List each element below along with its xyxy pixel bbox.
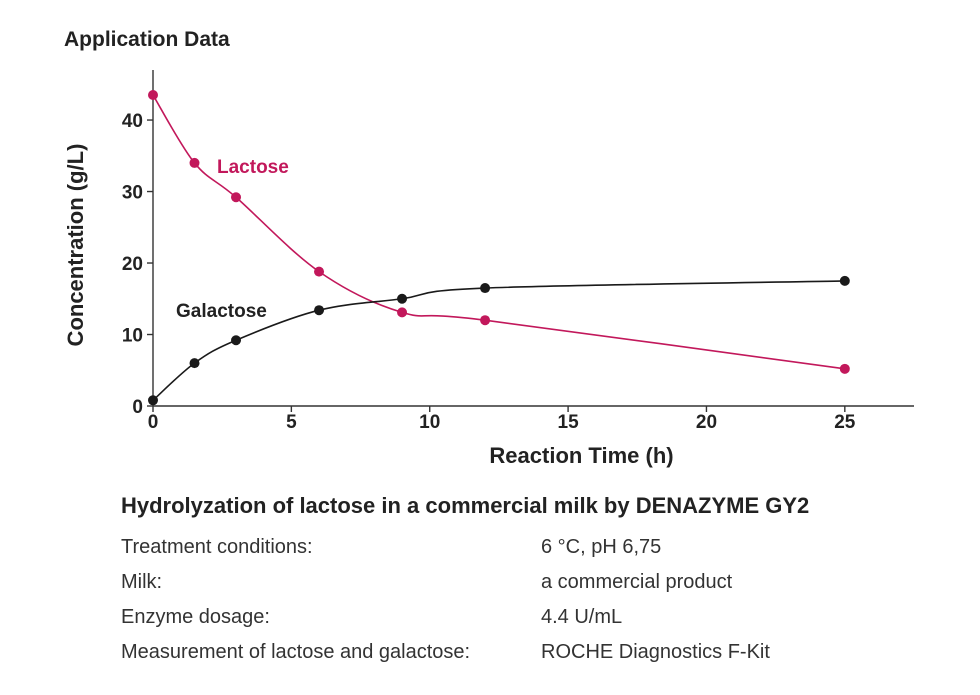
info-label: Milk: (121, 571, 163, 593)
y-tick-label: 20 (122, 254, 143, 275)
data-point-galactose (189, 358, 200, 369)
info-row: Enzyme dosage: 4.4 U/mL (121, 600, 770, 635)
page-title: Application Data (64, 28, 230, 51)
data-point-galactose (148, 395, 158, 406)
info-row: Milk: a commercial product (121, 565, 770, 600)
data-point-galactose (480, 283, 491, 294)
series-label-lactose: Lactose (217, 157, 289, 178)
series-line-lactose (152, 94, 845, 370)
x-axis-label: Reaction Time (h) (489, 443, 673, 468)
y-tick-label: 0 (132, 397, 143, 418)
y-tick-label: 40 (122, 111, 143, 132)
info-value: ROCHE Diagnostics F-Kit (541, 641, 770, 663)
x-tick-label: 10 (419, 412, 440, 433)
x-tick-label: 5 (286, 412, 297, 433)
info-row: Measurement of lactose and galactose: RO… (121, 635, 770, 670)
info-value: a commercial product (541, 571, 733, 593)
info-value: 6 °C, pH 6,75 (541, 536, 662, 558)
data-point-lactose (189, 157, 200, 168)
data-point-galactose (839, 275, 850, 286)
x-tick-label: 15 (558, 412, 580, 433)
info-label: Treatment conditions: (121, 536, 313, 558)
data-point-lactose (397, 307, 408, 318)
data-point-lactose (231, 192, 242, 203)
data-point-galactose (314, 305, 325, 316)
data-point-galactose (231, 335, 242, 346)
info-table: Treatment conditions: 6 °C, pH 6,75 Milk… (121, 530, 770, 670)
data-point-lactose (480, 315, 491, 326)
info-row: Treatment conditions: 6 °C, pH 6,75 (121, 530, 770, 565)
line-chart: 0 5 10 15 20 25 0 10 20 30 40 Reaction Time (h) Conc… (63, 70, 914, 468)
x-tick-label: 25 (834, 412, 856, 433)
data-point-lactose (839, 363, 850, 374)
y-axis-label: Concentration (g/L) (63, 144, 88, 347)
data-point-lactose (314, 266, 325, 277)
y-tick-label: 30 (122, 183, 143, 204)
info-label: Enzyme dosage: (121, 606, 270, 628)
y-tick-label: 10 (122, 326, 143, 347)
info-label: Measurement of lactose and galactose: (121, 641, 471, 663)
chart-caption: Hydrolyzation of lactose in a commercial… (121, 493, 810, 518)
data-point-lactose (148, 90, 158, 101)
x-tick-label: 0 (148, 412, 159, 433)
series-label-galactose: Galactose (176, 301, 267, 322)
x-tick-label: 20 (696, 412, 717, 433)
info-value: 4.4 U/mL (541, 606, 623, 628)
data-point-galactose (397, 293, 408, 304)
series-line-galactose (152, 280, 845, 401)
